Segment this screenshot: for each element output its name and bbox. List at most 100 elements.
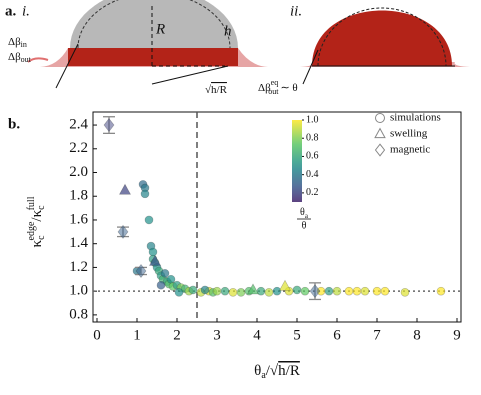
- point: [360, 286, 370, 296]
- gray-dome: [70, 0, 238, 48]
- plot-frame: [92, 111, 462, 323]
- legend-marker: [374, 143, 386, 157]
- point: [236, 288, 246, 297]
- diamond-point: [117, 224, 129, 239]
- colorbar-tick-label: 0.4: [306, 169, 319, 180]
- point: [300, 286, 310, 296]
- point: [166, 274, 176, 284]
- thickness-label: h: [224, 23, 232, 39]
- text: Δβ: [8, 51, 21, 63]
- point: [140, 189, 150, 199]
- text: out: [268, 87, 279, 96]
- point: [148, 247, 158, 257]
- point: [436, 286, 446, 296]
- point: [352, 286, 362, 296]
- point: [292, 285, 302, 295]
- text: edge: [26, 221, 37, 240]
- triangle-point: [118, 183, 132, 195]
- x-tick-label: 6: [333, 327, 341, 343]
- point: [156, 280, 166, 290]
- colorbar-tick-label: 0.8: [306, 133, 319, 144]
- point: [212, 286, 222, 296]
- point: [188, 285, 198, 295]
- diamond-point: [103, 118, 115, 133]
- red-band: [68, 48, 238, 66]
- radius-label: R: [155, 21, 165, 37]
- x-tick-label: 2: [173, 327, 181, 343]
- text: a: [305, 212, 309, 220]
- delta-out: Δβout: [8, 51, 32, 64]
- x-tick-label: 5: [293, 327, 301, 343]
- angle-line: [302, 49, 319, 85]
- colorbar-tick-label: 1.0: [306, 114, 319, 125]
- text: in: [21, 40, 27, 49]
- text: h/R: [278, 363, 300, 379]
- sqrt-label: √h/R: [205, 84, 228, 96]
- point: [256, 286, 266, 296]
- colorbar-tick-label: 0.6: [306, 151, 319, 162]
- text: c: [36, 235, 47, 240]
- text: eq: [271, 78, 279, 87]
- triangle-point: [246, 283, 260, 295]
- red-dome: [312, 10, 452, 66]
- point: [220, 286, 230, 296]
- text: κ: [29, 239, 45, 247]
- panel-a-left: a. i. R h Δβin Δβout √h/R: [5, 0, 268, 96]
- diamond-point: [309, 284, 321, 299]
- text: ∼ θ: [280, 82, 297, 94]
- text: /√: [266, 363, 279, 379]
- point: [160, 269, 170, 278]
- colorbar-label: θa: [300, 207, 309, 219]
- text: a: [261, 370, 266, 381]
- point: [344, 286, 354, 296]
- x-tick-label: 0: [93, 327, 101, 343]
- x-tick-label: 3: [213, 327, 221, 343]
- point: [228, 288, 238, 297]
- text: full: [26, 196, 37, 210]
- text: Δβ: [258, 82, 271, 94]
- point: [372, 286, 382, 296]
- diamond-point: [135, 263, 147, 278]
- legend-label: magnetic: [390, 144, 430, 156]
- angle-line: [55, 43, 79, 89]
- point: [272, 286, 282, 296]
- x-tick-label: 1: [133, 327, 141, 343]
- text: c: [36, 205, 47, 210]
- text: h/R: [211, 84, 228, 96]
- point: [324, 286, 334, 296]
- legend-marker: [375, 113, 385, 123]
- panel-label: a.: [5, 3, 17, 19]
- point: [400, 288, 410, 297]
- y-tick-label: 1.2: [69, 259, 88, 275]
- triangle-point: [148, 254, 162, 266]
- text: Δβ: [8, 36, 21, 48]
- colorbar-label: θ: [302, 220, 307, 231]
- legend-marker: [374, 127, 386, 139]
- y-axis-label: κcedge/κcfull: [26, 196, 47, 247]
- point: [264, 288, 274, 297]
- triangle-point: [278, 279, 292, 291]
- dashed-arc: [317, 7, 447, 67]
- colorbar: [292, 120, 302, 202]
- y-tick-label: 1.8: [69, 188, 88, 204]
- colorbar-tick-label: 0.2: [306, 187, 319, 198]
- text: out: [21, 55, 32, 64]
- text: /κ: [29, 209, 45, 221]
- panel-a-right: ii. Δβeq out ∼ θ: [258, 3, 470, 96]
- x-tick-label: 8: [413, 327, 421, 343]
- point: [174, 288, 184, 297]
- delta-in: Δβin: [8, 36, 27, 49]
- legend-label: swelling: [390, 128, 428, 140]
- delta-eq: Δβeq out ∼ θ: [258, 78, 298, 96]
- panel-sublabel: i.: [22, 3, 30, 19]
- x-tick-label: 7: [373, 327, 381, 343]
- x-tick-label: 9: [453, 327, 461, 343]
- legend-label: simulations: [390, 112, 441, 124]
- text: θ: [300, 207, 305, 218]
- y-tick-label: 2.0: [69, 164, 88, 180]
- y-tick-label: 1.4: [69, 235, 88, 251]
- point: [200, 285, 210, 295]
- point: [332, 286, 342, 296]
- y-tick-label: 2.2: [69, 140, 88, 156]
